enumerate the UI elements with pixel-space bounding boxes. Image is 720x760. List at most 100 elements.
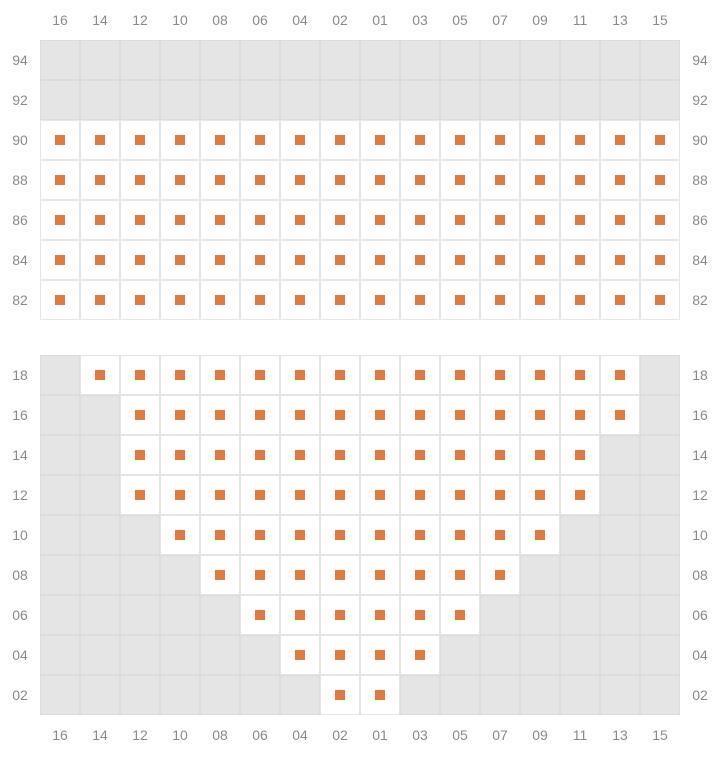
seat[interactable] [280, 355, 320, 395]
seat[interactable] [200, 120, 240, 160]
seat[interactable] [200, 160, 240, 200]
seat[interactable] [160, 435, 200, 475]
seat[interactable] [80, 280, 120, 320]
seat[interactable] [280, 120, 320, 160]
seat[interactable] [480, 555, 520, 595]
seat[interactable] [320, 675, 360, 715]
seat[interactable] [280, 515, 320, 555]
seat[interactable] [440, 515, 480, 555]
seat[interactable] [120, 355, 160, 395]
seat[interactable] [320, 200, 360, 240]
seat[interactable] [200, 200, 240, 240]
seat[interactable] [600, 355, 640, 395]
seat[interactable] [360, 280, 400, 320]
seat[interactable] [520, 200, 560, 240]
seat[interactable] [40, 120, 80, 160]
seat[interactable] [560, 435, 600, 475]
seat[interactable] [200, 280, 240, 320]
seat[interactable] [400, 200, 440, 240]
seat[interactable] [480, 160, 520, 200]
seat[interactable] [560, 395, 600, 435]
seat[interactable] [400, 515, 440, 555]
seat[interactable] [520, 435, 560, 475]
seat[interactable] [80, 160, 120, 200]
seat[interactable] [120, 120, 160, 160]
seat[interactable] [440, 200, 480, 240]
seat[interactable] [360, 240, 400, 280]
seat[interactable] [40, 200, 80, 240]
seat[interactable] [440, 160, 480, 200]
seat[interactable] [120, 475, 160, 515]
seat[interactable] [600, 200, 640, 240]
seat[interactable] [520, 280, 560, 320]
seat[interactable] [360, 515, 400, 555]
seat[interactable] [400, 120, 440, 160]
seat[interactable] [640, 120, 680, 160]
seat[interactable] [360, 595, 400, 635]
seat[interactable] [320, 120, 360, 160]
seat[interactable] [40, 240, 80, 280]
seat[interactable] [560, 200, 600, 240]
seat[interactable] [520, 240, 560, 280]
seat[interactable] [600, 395, 640, 435]
seat[interactable] [80, 120, 120, 160]
seat[interactable] [80, 200, 120, 240]
seat[interactable] [360, 435, 400, 475]
seat[interactable] [440, 280, 480, 320]
seat[interactable] [80, 355, 120, 395]
seat[interactable] [600, 280, 640, 320]
seat[interactable] [360, 635, 400, 675]
seat[interactable] [40, 160, 80, 200]
seat[interactable] [640, 240, 680, 280]
seat[interactable] [200, 475, 240, 515]
seat[interactable] [560, 280, 600, 320]
seat[interactable] [240, 280, 280, 320]
seat[interactable] [120, 200, 160, 240]
seat[interactable] [320, 240, 360, 280]
seat[interactable] [240, 240, 280, 280]
seat[interactable] [280, 160, 320, 200]
seat[interactable] [320, 280, 360, 320]
seat[interactable] [400, 595, 440, 635]
seat[interactable] [240, 200, 280, 240]
seat[interactable] [240, 395, 280, 435]
seat[interactable] [400, 435, 440, 475]
seat[interactable] [560, 240, 600, 280]
seat[interactable] [440, 240, 480, 280]
seat[interactable] [280, 555, 320, 595]
seat[interactable] [280, 635, 320, 675]
seat[interactable] [640, 160, 680, 200]
seat[interactable] [440, 555, 480, 595]
seat[interactable] [640, 280, 680, 320]
seat[interactable] [400, 160, 440, 200]
seat[interactable] [240, 160, 280, 200]
seat[interactable] [280, 435, 320, 475]
seat[interactable] [120, 280, 160, 320]
seat[interactable] [320, 555, 360, 595]
seat[interactable] [160, 280, 200, 320]
seat[interactable] [360, 475, 400, 515]
seat[interactable] [320, 435, 360, 475]
seat[interactable] [40, 280, 80, 320]
seat[interactable] [240, 475, 280, 515]
seat[interactable] [80, 240, 120, 280]
seat[interactable] [480, 240, 520, 280]
seat[interactable] [440, 595, 480, 635]
seat[interactable] [400, 555, 440, 595]
seat[interactable] [360, 160, 400, 200]
seat[interactable] [200, 395, 240, 435]
seat[interactable] [240, 515, 280, 555]
seat[interactable] [400, 395, 440, 435]
seat[interactable] [480, 355, 520, 395]
seat[interactable] [120, 160, 160, 200]
seat[interactable] [160, 475, 200, 515]
seat[interactable] [400, 240, 440, 280]
seat[interactable] [280, 200, 320, 240]
seat[interactable] [440, 435, 480, 475]
seat[interactable] [320, 515, 360, 555]
seat[interactable] [320, 355, 360, 395]
seat[interactable] [480, 280, 520, 320]
seat[interactable] [160, 120, 200, 160]
seat[interactable] [480, 475, 520, 515]
seat[interactable] [320, 475, 360, 515]
